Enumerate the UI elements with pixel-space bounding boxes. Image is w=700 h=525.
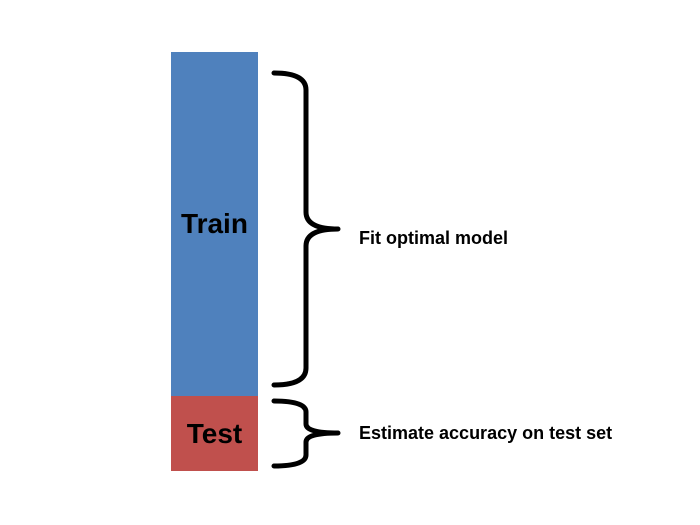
train-annotation: Fit optimal model <box>359 228 509 248</box>
test-annotation: Estimate accuracy on test set <box>359 423 613 443</box>
test-block: Test <box>171 396 258 471</box>
test-label: Test <box>186 417 243 449</box>
train-block: Train <box>171 52 258 396</box>
test-brace-icon <box>271 398 341 469</box>
train-brace-icon <box>271 70 341 388</box>
train-label: Train <box>181 208 248 239</box>
